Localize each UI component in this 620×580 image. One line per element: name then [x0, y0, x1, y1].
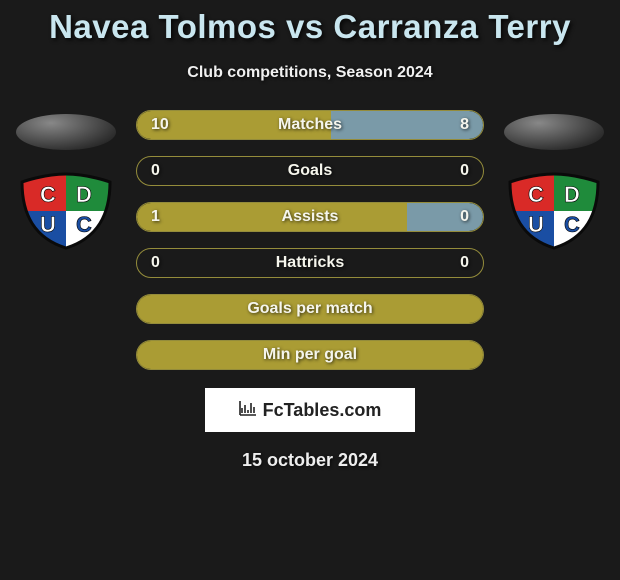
stats-column: 108Matches 00Goals 10Assists 00Hattricks Goa… [126, 110, 494, 386]
stat-bar: 108Matches [136, 110, 484, 140]
svg-text:U: U [528, 212, 544, 237]
stat-bar: 00Hattricks [136, 248, 484, 278]
svg-text:C: C [564, 212, 580, 237]
svg-text:D: D [76, 182, 92, 207]
svg-text:C: C [528, 182, 544, 207]
left-side: C D U C [6, 110, 126, 250]
stat-bar: 10Assists [136, 202, 484, 232]
player-silhouette-right [504, 114, 604, 150]
stat-label: Assists [137, 208, 483, 226]
svg-text:C: C [40, 182, 56, 207]
stat-bar: Min per goal [136, 340, 484, 370]
svg-text:C: C [76, 212, 92, 237]
footer-date: 15 october 2024 [0, 450, 620, 471]
player-silhouette-left [16, 114, 116, 150]
stat-label: Hattricks [137, 254, 483, 272]
comparison-content: C D U C 108Matches 00Goals 10Assists 00Hatt… [0, 110, 620, 386]
comparison-title: Navea Tolmos vs Carranza Terry [0, 8, 620, 46]
club-logo-left: C D U C [18, 172, 114, 250]
comparison-subtitle: Club competitions, Season 2024 [0, 64, 620, 82]
right-side: C D U C [494, 110, 614, 250]
stat-label: Min per goal [137, 346, 483, 364]
chart-icon [239, 400, 257, 421]
watermark: FcTables.com [205, 388, 415, 432]
svg-text:D: D [564, 182, 580, 207]
watermark-text: FcTables.com [263, 400, 382, 421]
stat-label: Matches [137, 116, 483, 134]
svg-text:U: U [40, 212, 56, 237]
stat-bar: Goals per match [136, 294, 484, 324]
stat-bar: 00Goals [136, 156, 484, 186]
stat-label: Goals [137, 162, 483, 180]
stat-label: Goals per match [137, 300, 483, 318]
club-logo-right: C D U C [506, 172, 602, 250]
